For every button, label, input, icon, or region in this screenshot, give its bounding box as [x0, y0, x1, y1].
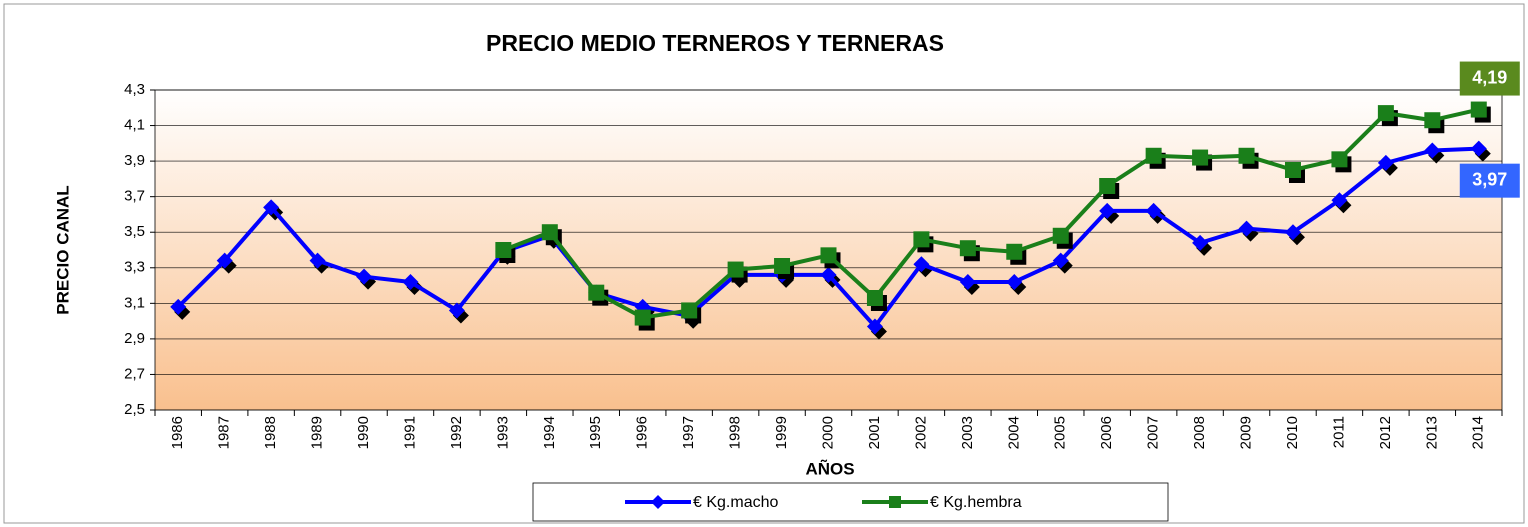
x-tick-label: 1990: [355, 416, 372, 449]
marker: [1052, 227, 1069, 244]
x-tick-label: 2000: [819, 416, 836, 449]
marker: [1099, 178, 1116, 194]
x-tick-label: 2010: [1284, 416, 1301, 449]
x-tick-label: 2006: [1098, 416, 1115, 449]
y-tick-label: 2,9: [124, 330, 145, 347]
marker: [495, 242, 512, 258]
legend-label: € Kg.hembra: [930, 494, 1022, 511]
marker: [681, 302, 698, 319]
x-tick-label: 1991: [401, 416, 418, 449]
x-tick-label: 2014: [1470, 416, 1487, 449]
marker: [1377, 154, 1394, 171]
x-tick-label: 1989: [309, 416, 326, 449]
x-tick-label: 1994: [541, 416, 558, 449]
x-tick-label: 1999: [773, 416, 790, 449]
marker: [1145, 202, 1162, 219]
x-tick-label: 1988: [262, 416, 279, 449]
marker: [866, 290, 883, 306]
marker: [1284, 224, 1301, 241]
y-tick-label: 3,9: [124, 152, 145, 169]
marker: [448, 302, 465, 319]
marker: [216, 252, 233, 269]
marker: [959, 274, 976, 290]
marker: [309, 252, 326, 269]
x-tick-label: 1997: [680, 416, 697, 449]
data-label-box: [1459, 163, 1520, 198]
marker: [1052, 252, 1069, 269]
y-tick-label: 3,3: [124, 259, 145, 276]
chart-title: PRECIO MEDIO TERNEROS Y TERNERAS: [486, 30, 944, 56]
x-tick-label: 2001: [866, 416, 883, 449]
x-tick-label: 2012: [1377, 416, 1394, 449]
marker: [959, 240, 976, 257]
marker: [588, 284, 605, 301]
x-axis-label: AÑOS: [805, 458, 854, 478]
marker: [913, 231, 930, 248]
marker: [170, 298, 187, 315]
y-tick-label: 2,7: [124, 365, 145, 382]
data-label-box: [1459, 61, 1520, 96]
marker: [1006, 243, 1023, 260]
data-label: 4,19: [1472, 67, 1507, 87]
marker: [820, 266, 837, 283]
x-tick-label: 2002: [912, 416, 929, 449]
marker: [820, 247, 837, 264]
y-tick-label: 3,7: [124, 188, 145, 205]
x-tick-label: 1996: [634, 416, 651, 449]
legend-marker: [651, 495, 665, 509]
x-tick-label: 1993: [494, 416, 511, 449]
marker: [1006, 274, 1023, 290]
legend-label: € Kg.macho: [693, 494, 778, 511]
marker: [263, 199, 280, 216]
x-tick-label: 1995: [587, 416, 604, 449]
x-tick-label: 2013: [1423, 416, 1440, 449]
marker: [1470, 101, 1487, 118]
marker: [541, 224, 558, 241]
legend-marker: [889, 496, 901, 508]
marker: [356, 268, 373, 285]
x-tick-label: 2004: [1005, 416, 1022, 449]
y-tick-label: 3,5: [124, 223, 145, 240]
y-tick-label: 3,1: [124, 294, 145, 311]
marker: [774, 258, 791, 274]
marker: [1238, 147, 1255, 164]
marker: [866, 318, 883, 335]
marker: [1145, 147, 1162, 164]
marker: [402, 274, 419, 290]
series-line: [502, 107, 1480, 320]
marker: [1424, 142, 1441, 159]
marker: [1377, 105, 1394, 122]
y-tick-label: 4,1: [124, 117, 145, 134]
marker: [1238, 220, 1255, 237]
x-tick-label: 1987: [216, 416, 233, 449]
marker: [1099, 202, 1116, 219]
x-tick-label: 2011: [1330, 416, 1347, 448]
marker: [913, 256, 930, 273]
x-tick-label: 2007: [1145, 416, 1162, 449]
y-tick-label: 2,5: [124, 401, 145, 418]
marker: [1192, 149, 1209, 166]
x-tick-label: 1986: [169, 416, 186, 449]
y-axis-label: PRECIO CANAL: [53, 185, 72, 314]
x-tick-label: 1998: [727, 416, 744, 449]
marker: [1331, 192, 1348, 209]
marker: [1331, 151, 1348, 168]
x-tick-label: 2005: [1052, 416, 1069, 449]
marker: [1284, 162, 1301, 178]
marker: [1470, 140, 1487, 157]
x-tick-label: 2008: [1191, 416, 1208, 449]
x-tick-label: 2003: [959, 416, 976, 449]
marker: [634, 309, 651, 326]
data-label: 3,97: [1472, 169, 1507, 189]
x-tick-label: 2009: [1238, 416, 1255, 449]
y-tick-label: 4,3: [124, 81, 145, 98]
marker: [1424, 112, 1441, 129]
marker: [727, 261, 744, 278]
marker: [1192, 234, 1209, 251]
x-tick-label: 1992: [448, 416, 465, 449]
